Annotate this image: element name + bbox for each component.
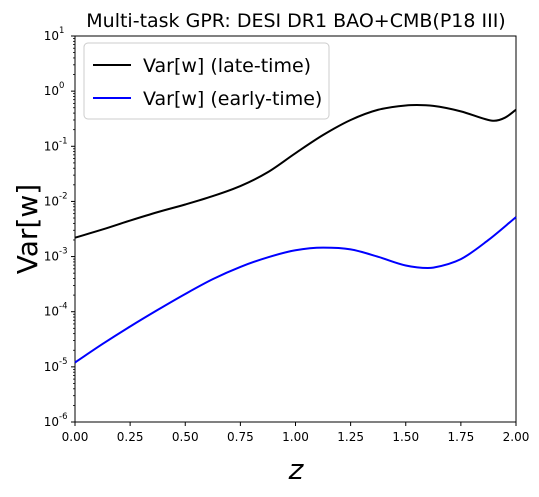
x-tick-label: 0.50 <box>172 430 199 444</box>
x-tick-label: 1.50 <box>392 430 419 444</box>
y-tick-exponent: -6 <box>59 412 67 422</box>
legend-label-late-time: Var[w] (late-time) <box>143 55 311 77</box>
x-axis: 0.00 0.25 0.50 0.75 1.00 1.25 1.50 1.75 2.00 <box>62 422 530 444</box>
series-group <box>74 104 517 364</box>
x-tick-label: 1.25 <box>337 430 364 444</box>
y-tick-exponent: 1 <box>59 26 64 36</box>
y-tick-exponent: -3 <box>59 247 67 257</box>
y-tick-label: 10 <box>44 84 59 98</box>
series-line-0 <box>74 104 517 239</box>
x-tick-label: 0.00 <box>62 430 89 444</box>
y-tick-label: 10 <box>44 415 59 429</box>
y-axis-label: Var[w] <box>11 184 44 274</box>
x-tick-label: 1.75 <box>448 430 475 444</box>
y-tick-exponent: 0 <box>59 81 64 91</box>
x-tick-label: 0.25 <box>117 430 144 444</box>
y-tick-label: 10 <box>44 360 59 374</box>
y-tick-label: 10 <box>44 250 59 264</box>
x-tick-label: 0.75 <box>227 430 254 444</box>
x-axis-label: z <box>288 453 305 486</box>
series-line-1 <box>74 216 517 364</box>
legend-box <box>83 42 330 120</box>
x-tick-label: 2.00 <box>503 430 530 444</box>
legend: Var[w] (late-time) Var[w] (early-time) <box>83 42 330 120</box>
legend-label-early-time: Var[w] (early-time) <box>143 88 322 110</box>
y-tick-label: 10 <box>44 305 59 319</box>
chart-title: Multi-task GPR: DESI DR1 BAO+CMB(P18 III… <box>86 10 505 32</box>
y-tick-exponent: -2 <box>59 191 67 201</box>
y-tick-exponent: -5 <box>59 357 67 367</box>
y-tick-label: 10 <box>44 139 59 153</box>
y-tick-label: 10 <box>44 29 59 43</box>
y-tick-label: 10 <box>44 194 59 208</box>
x-tick-label: 1.00 <box>282 430 309 444</box>
y-tick-exponent: -4 <box>59 302 67 312</box>
y-tick-exponent: -1 <box>59 136 67 146</box>
